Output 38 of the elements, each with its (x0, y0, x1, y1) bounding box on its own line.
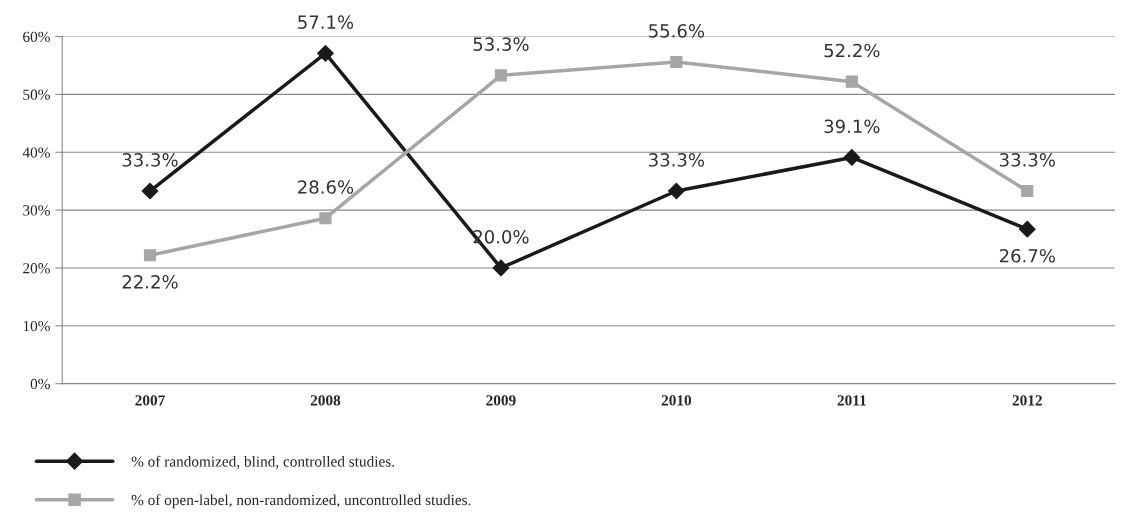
data-label: 55.6% (649, 24, 705, 38)
point (143, 249, 157, 262)
x-tick-label: 2009 (486, 395, 516, 406)
data-label: 28.6% (298, 180, 354, 194)
data-label: 53.3% (473, 37, 529, 51)
point (1018, 220, 1036, 238)
data-label: 33.3% (122, 153, 178, 167)
point (492, 259, 510, 277)
y-tick-label: 50% (23, 89, 50, 100)
point (494, 69, 507, 82)
point (843, 149, 861, 166)
point (319, 212, 332, 225)
point (141, 182, 159, 200)
x-tick-label: 2012 (1012, 395, 1042, 406)
x-tick-label: 2007 (135, 395, 165, 406)
data-label: 33.3% (649, 153, 705, 167)
point (317, 44, 334, 62)
point (1021, 184, 1034, 198)
x-tick-label: 2008 (310, 395, 341, 406)
y-tick-label: 10% (23, 320, 50, 332)
y-tick-label: 20% (23, 263, 50, 274)
legend-label: % of randomized, blind, controlled studies. (131, 455, 395, 469)
legend-label: % of open-label, non-randomized, uncontrolled studies. (131, 494, 471, 509)
data-label: 26.7% (999, 248, 1055, 263)
data-label: 39.1% (824, 119, 880, 134)
point (667, 182, 685, 200)
y-tick-label: 40% (22, 147, 50, 158)
data-label: 33.3% (999, 153, 1055, 167)
point (670, 55, 683, 69)
x-tick-label: 2011 (837, 395, 866, 406)
y-tick-label: 60% (23, 31, 50, 43)
x-tick-label: 2010 (661, 395, 692, 406)
data-label: 22.2% (122, 275, 178, 289)
point (845, 75, 858, 88)
y-tick-label: 0% (30, 378, 50, 390)
y-tick-label: 30% (23, 205, 50, 216)
data-label: 57.1% (298, 15, 354, 29)
data-label: 52.2% (824, 43, 880, 58)
